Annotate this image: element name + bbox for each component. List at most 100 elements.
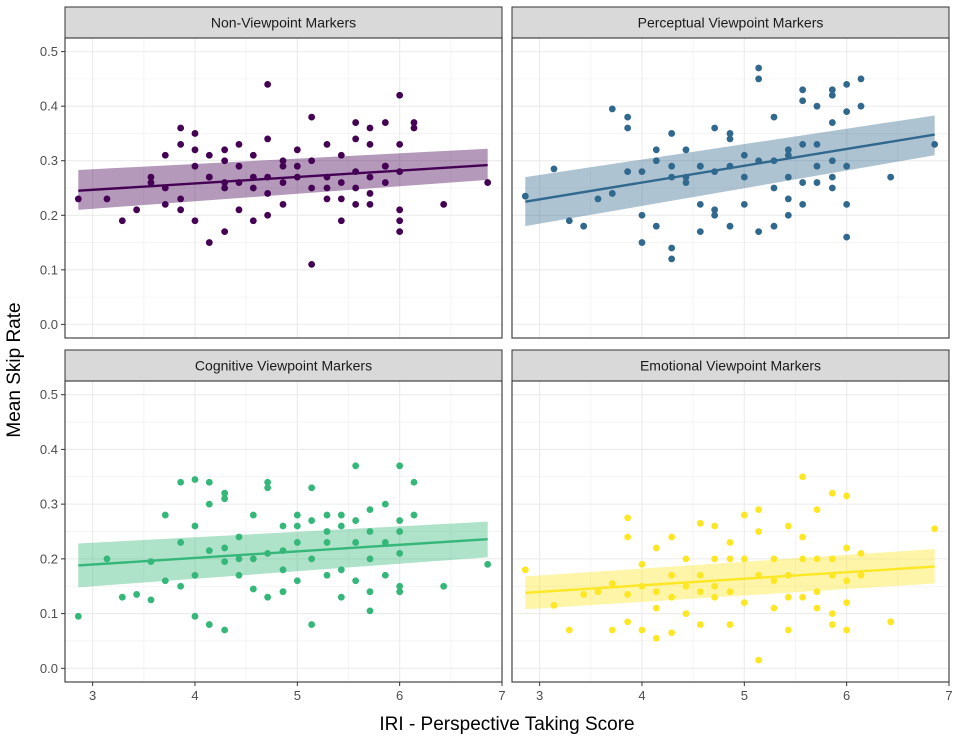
x-tick-label: 6	[396, 688, 403, 703]
data-point	[580, 591, 588, 598]
facet-title: Cognitive Viewpoint Markers	[195, 358, 372, 374]
data-point	[652, 634, 660, 642]
data-point	[828, 91, 836, 99]
y-tick-label: 0.4	[40, 442, 58, 457]
data-point	[249, 217, 257, 225]
data-point	[652, 604, 660, 612]
data-point	[323, 511, 331, 519]
y-tick-label: 0.5	[40, 44, 58, 59]
x-tick-label: 5	[294, 688, 301, 703]
y-tick-label: 0.4	[40, 99, 58, 114]
data-point	[279, 179, 287, 186]
data-point	[337, 593, 345, 601]
data-point	[323, 195, 331, 203]
data-point	[755, 528, 763, 535]
data-point	[638, 560, 646, 568]
data-point	[652, 588, 660, 596]
data-point	[580, 222, 588, 230]
data-point	[843, 577, 851, 585]
data-point	[440, 582, 448, 590]
data-point	[784, 151, 792, 159]
data-point	[440, 200, 448, 208]
data-point	[726, 588, 734, 596]
data-point	[484, 179, 492, 186]
regression-line	[78, 537, 488, 567]
regression-line	[525, 565, 935, 594]
data-point	[133, 591, 141, 598]
data-point	[366, 528, 374, 535]
data-point	[624, 124, 632, 132]
data-point	[410, 119, 418, 126]
data-point	[235, 533, 243, 541]
data-point	[828, 157, 836, 165]
data-point	[696, 228, 704, 236]
data-point	[726, 130, 734, 137]
data-point	[205, 621, 213, 628]
data-point	[352, 517, 360, 524]
data-point	[118, 593, 126, 601]
data-point	[366, 506, 374, 514]
data-point	[843, 200, 851, 208]
facet-strip	[64, 6, 503, 39]
data-point	[352, 200, 360, 208]
data-point	[843, 626, 851, 634]
facet-panel-2: Perceptual Viewpoint Markers	[511, 6, 950, 339]
panel-border	[64, 37, 503, 339]
data-point	[638, 211, 646, 219]
data-point	[249, 151, 257, 159]
facet-title: Non-Viewpoint Markers	[211, 15, 356, 31]
data-point	[177, 539, 185, 546]
data-point	[381, 162, 389, 170]
data-point	[813, 162, 821, 170]
data-point	[177, 124, 185, 132]
data-point	[799, 533, 807, 541]
data-point	[221, 146, 229, 154]
facet-panel-4: Emotional Viewpoint Markers 3 4 5 6 7	[511, 349, 953, 703]
data-point	[337, 179, 345, 186]
data-point	[843, 544, 851, 552]
data-point	[755, 64, 763, 72]
data-point	[264, 478, 272, 486]
data-point	[784, 626, 792, 634]
data-point	[279, 162, 287, 170]
data-point	[711, 211, 719, 219]
data-point	[308, 260, 316, 268]
data-point	[770, 222, 778, 230]
data-point	[249, 555, 257, 563]
data-point	[484, 560, 492, 568]
data-point	[624, 514, 632, 522]
data-point	[396, 582, 404, 590]
data-point	[396, 528, 404, 535]
data-point	[857, 571, 865, 579]
data-point	[652, 157, 660, 165]
data-point	[799, 97, 807, 105]
data-point	[843, 233, 851, 241]
data-point	[740, 151, 748, 159]
data-point	[323, 528, 331, 535]
data-point	[264, 211, 272, 219]
panels-layer: Non-Viewpoint Markers 0.0 0.1 0.2 0.3 0.4 0.5 P…	[40, 6, 953, 703]
data-point	[755, 656, 763, 664]
data-point	[843, 162, 851, 170]
panel-border	[511, 37, 950, 339]
data-point	[221, 544, 229, 552]
data-point	[784, 146, 792, 154]
data-point	[726, 135, 734, 143]
data-point	[366, 173, 374, 181]
data-point	[396, 140, 404, 148]
data-point	[410, 124, 418, 132]
data-point	[221, 495, 229, 503]
data-point	[177, 582, 185, 590]
data-point	[235, 162, 243, 170]
data-point	[668, 244, 676, 252]
data-point	[352, 462, 360, 470]
data-point	[726, 555, 734, 563]
data-point	[624, 168, 632, 176]
data-point	[308, 184, 316, 192]
y-tick-label: 0.0	[40, 661, 58, 676]
data-point	[308, 157, 316, 165]
data-point	[205, 547, 213, 555]
x-tick-label: 3	[536, 688, 543, 703]
x-tick-label: 7	[498, 688, 505, 703]
data-point	[177, 206, 185, 214]
